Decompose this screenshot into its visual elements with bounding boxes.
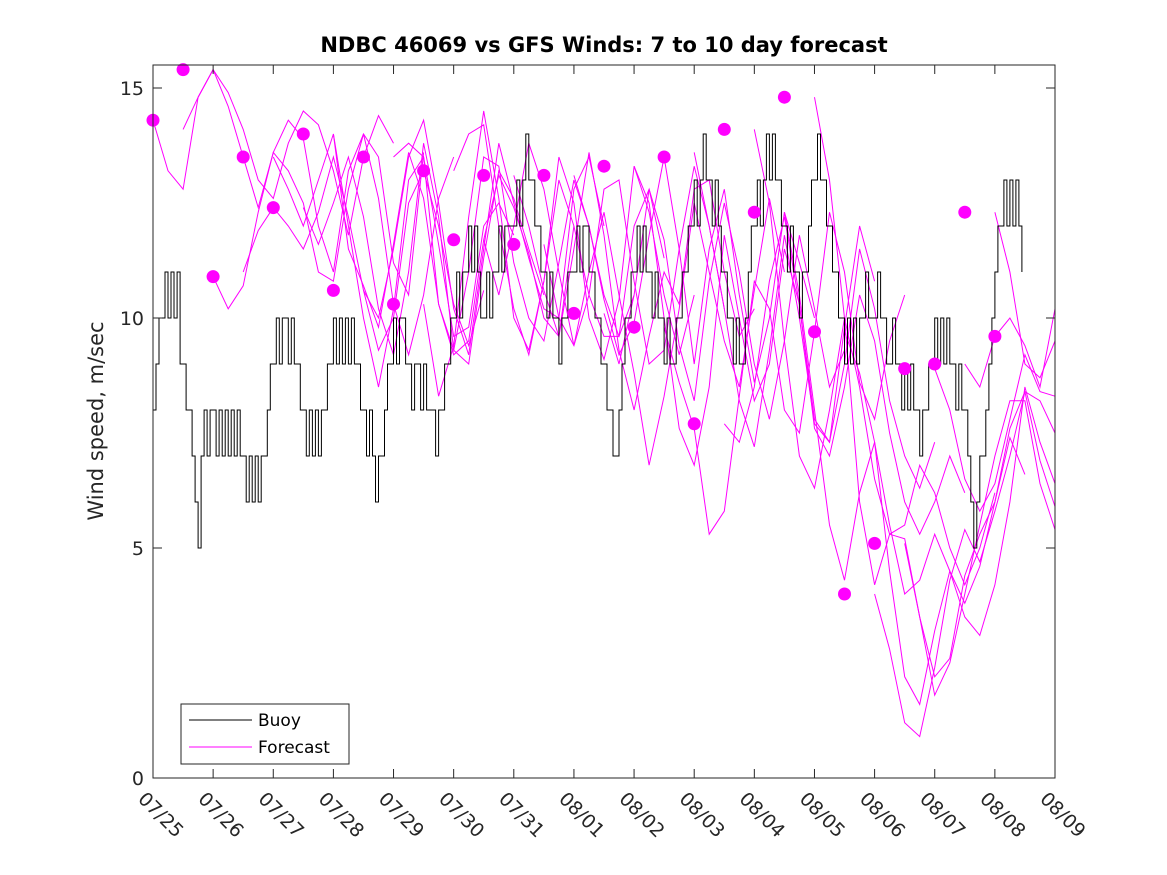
forecast-run-line-28 [994,212,1056,379]
forecast-marker-19 [717,122,731,136]
forecast-marker-6 [326,283,340,297]
forecast-run-line-22 [814,97,1056,678]
plot-area [153,65,1055,778]
forecast-marker-10 [447,233,461,247]
legend-box [180,703,350,765]
forecast-marker-14 [567,306,581,320]
forecast-run-line-12 [513,152,755,411]
forecast-run-line-7 [363,118,605,355]
forecast-marker-28 [988,329,1002,343]
chart-title: NDBC 46069 vs GFS Winds: 7 to 10 day for… [320,33,887,57]
legend-forecast-label: Forecast [258,738,330,758]
forecast-run-line-27 [964,308,1056,389]
forecast-marker-16 [627,320,641,334]
forecast-run-line-18 [693,152,936,490]
forecast-run-line-14 [573,156,815,383]
y-tick-label-2: 10 [120,308,144,330]
forecast-run-line-20 [753,129,996,587]
forecast-marker-9 [417,164,431,178]
forecast-marker-18 [687,417,701,431]
forecast-marker-26 [928,357,942,371]
forecast-marker-4 [266,201,280,215]
forecast-marker-20 [747,205,761,219]
forecast-run-line-15 [603,189,845,420]
forecast-marker-1 [176,63,190,77]
forecast-marker-12 [507,237,521,251]
forecast-run-line-16 [633,166,876,467]
marker-layer [146,63,1002,601]
forecast-run-line-11 [483,143,725,365]
forecast-marker-5 [296,127,310,141]
forecast-marker-11 [477,168,491,182]
forecast-run-line-25 [904,400,1056,697]
forecast-marker-3 [236,150,250,164]
forecast-run-line-26 [934,353,1056,513]
forecast-run-line-24 [874,391,1056,738]
forecast-run-line-2 [212,133,455,357]
forecast-run-line-19 [723,216,966,536]
forecast-marker-25 [898,362,912,376]
forecast-marker-17 [657,150,671,164]
forecast-marker-13 [537,168,551,182]
forecast-marker-8 [387,297,400,311]
y-axis-label: Wind speed, m/sec [84,321,108,520]
forecast-run-line-23 [844,331,1056,706]
y-tick-label-0: 0 [132,768,144,790]
forecast-marker-21 [777,90,791,104]
forecast-marker-23 [838,587,851,601]
forecast-run-line-0 [152,68,394,236]
forecast-run-line-5 [302,143,545,366]
forecast-marker-2 [206,270,220,284]
legend: Buoy Forecast [180,703,350,765]
forecast-marker-27 [958,205,972,219]
series-layer [152,68,1056,738]
y-tick-label-3: 15 [120,78,144,100]
axes-box [152,64,1056,779]
y-tick-label-1: 5 [132,538,144,560]
forecast-marker-22 [808,325,821,339]
forecast-marker-15 [597,159,611,173]
forecast-marker-7 [357,150,370,164]
forecast-marker-24 [868,536,882,550]
buoy-line [153,133,1023,549]
legend-buoy-label: Buoy [258,711,301,731]
